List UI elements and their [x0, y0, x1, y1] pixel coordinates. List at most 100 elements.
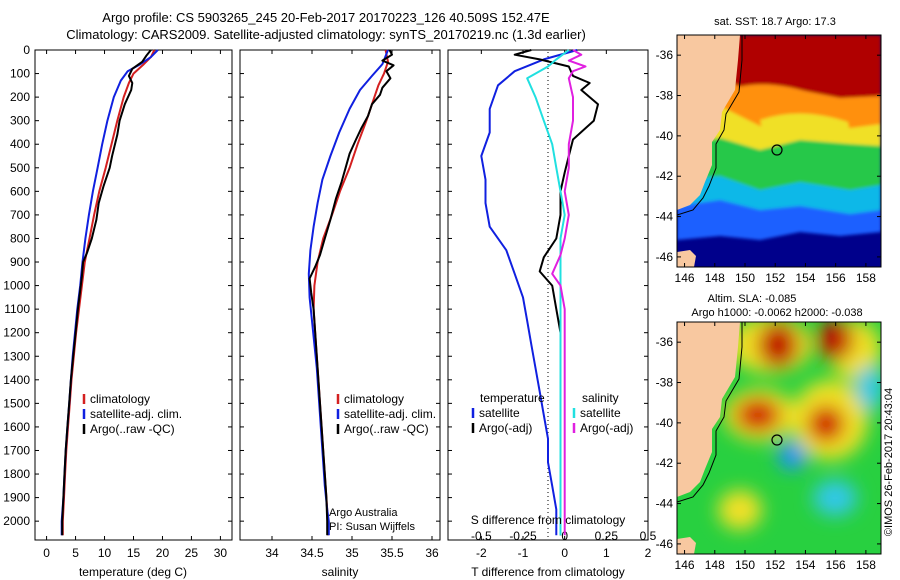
sst-lon-axis: 146 148 150 152 154 156 158 [675, 35, 876, 285]
x-tick-label: 5 [72, 546, 79, 560]
x-tick-label: 1 [603, 546, 610, 560]
x-tick-label: 15 [127, 546, 141, 560]
series-line-0 [61, 49, 156, 536]
y-tick-label: 900 [10, 255, 30, 269]
legend-temperature-title: temperature [480, 391, 545, 405]
difference-x-axis: -2 -1 0 1 2 [476, 50, 652, 560]
y-tick-label: 1700 [3, 443, 30, 457]
imos-credit: ©IMOS 26-Feb-2017 20:43:04 [883, 388, 895, 536]
sst-title: sat. SST: 18.7 Argo: 17.3 [714, 16, 836, 28]
lon-tick-label: 154 [795, 558, 815, 572]
sst-band-green [677, 132, 881, 190]
x-tick-label: 34 [265, 546, 279, 560]
temperature-lines [60, 49, 159, 536]
y-tick-label: 1200 [3, 326, 30, 340]
sla-high-2 [817, 322, 853, 360]
s-diff-label: S difference from climatology [471, 513, 626, 527]
lat-tick-label: -40 [656, 129, 674, 143]
depth-axis: 0 100 200 300 400 500 600 700 800 900 1000 1100 1200… [3, 43, 232, 528]
y-tick-label: 1100 [4, 302, 30, 316]
temperature-xlabel: temperature (deg C) [79, 565, 187, 579]
lat-tick-label: -38 [656, 89, 674, 103]
y-tick-label: 200 [10, 90, 30, 104]
salinity-panel: 34 34.5 35 35.5 36 climatologysatellite-adj.… [239, 49, 441, 579]
sst-warm-eddy [735, 84, 838, 124]
legend-label: Argo(..raw -QC) [90, 422, 175, 436]
sst-shelf [677, 35, 743, 216]
sla-low-1 [778, 442, 806, 470]
x-tick-label: 2 [645, 546, 652, 560]
difference-lines [480, 49, 599, 536]
temperature-x-axis: 0 5 10 15 20 25 30 [43, 50, 227, 560]
pi-label: PI: Susan Wijffels [329, 521, 415, 533]
legend-label: Argo(-adj) [580, 421, 633, 435]
y-tick-label: 1300 [3, 349, 30, 363]
series-line-1 [60, 49, 159, 536]
sla-land [677, 322, 740, 497]
lon-tick-label: 158 [856, 271, 876, 285]
salinity-diff-axis: -0.5 -0.25 0 0.25 0.5 [471, 529, 657, 543]
sst-tasmania [677, 250, 696, 267]
x-tick-label: 30 [214, 546, 228, 560]
sla-lon-axis: 146 148 150 152 154 156 158 [675, 322, 876, 572]
temperature-panel: 0100200300400500600700800900100011001200… [3, 43, 233, 579]
y-tick-label: 2000 [3, 514, 30, 528]
sla-field [677, 322, 881, 554]
lat-tick-label: -36 [656, 335, 674, 349]
lon-tick-label: 146 [675, 558, 695, 572]
x-tick-label: 34.5 [300, 546, 324, 560]
sst-yellow-front [760, 113, 850, 140]
y-tick-label: 700 [10, 208, 30, 222]
sla-high-3 [736, 399, 780, 431]
sla-low-3 [813, 480, 857, 516]
lat-tick-label: -42 [656, 169, 674, 183]
sst-map-frame [676, 34, 882, 268]
sla-subtitle: Argo h1000: -0.0062 h2000: -0.038 [691, 307, 862, 319]
sla-high-1 [758, 323, 798, 367]
lon-tick-label: 154 [795, 271, 815, 285]
sla-argo-marker [771, 434, 783, 446]
lat-tick-label: -36 [656, 48, 674, 62]
legend-label: Argo(..raw -QC) [344, 422, 429, 436]
series-line-3 [551, 49, 587, 536]
y-tick-label: 1800 [3, 467, 30, 481]
lat-tick-label: -40 [656, 416, 674, 430]
legend-label: climatology [90, 392, 150, 406]
difference-panel: -2 -1 0 1 2 -0.5 -0.25 0 0.25 0.5 temperature sal… [447, 49, 657, 579]
x-tick-label: 35.5 [380, 546, 404, 560]
x-tick-label: 25 [185, 546, 199, 560]
y-tick-label: 100 [10, 67, 30, 81]
legend-label: satellite [479, 406, 520, 420]
lon-tick-label: 152 [765, 558, 785, 572]
s-tick-label: -0.5 [471, 529, 492, 543]
argo-australia-label: Argo Australia [329, 507, 398, 519]
sla-yellow-5 [718, 490, 762, 530]
sla-map-frame [676, 321, 882, 555]
difference-legend: temperature salinitysatelliteArgo(-adj)sa… [471, 391, 633, 435]
y-tick-label: 1500 [3, 396, 30, 410]
y-tick-label: 0 [23, 43, 30, 57]
sla-map: Altim. SLA: -0.085 Argo h1000: -0.0062 h… [656, 293, 882, 572]
legend-label: satellite-adj. clim. [344, 407, 436, 421]
sst-land [677, 35, 740, 210]
sla-title: Altim. SLA: -0.085 [708, 293, 797, 305]
legend-label: satellite-adj. clim. [90, 407, 182, 421]
lon-tick-label: 152 [765, 271, 785, 285]
s-tick-label: 0 [561, 529, 568, 543]
lon-tick-label: 156 [826, 558, 846, 572]
sst-map: sat. SST: 18.7 Argo: 17.3 146 148 150 152 15… [656, 16, 882, 285]
header-line2: Climatology: CARS2009. Satellite-adjuste… [66, 27, 586, 42]
sst-band-cyan [677, 172, 881, 214]
lat-tick-label: -42 [656, 456, 674, 470]
sla-high-4 [808, 406, 844, 442]
lat-tick-label: -46 [656, 250, 674, 264]
y-tick-label: 300 [10, 114, 30, 128]
y-tick-label: 1900 [3, 491, 30, 505]
lon-tick-label: 148 [705, 558, 725, 572]
y-tick-label: 600 [10, 184, 30, 198]
series-line-2 [308, 49, 395, 536]
y-tick-label: 1600 [3, 420, 30, 434]
salinity-xlabel: salinity [322, 565, 359, 579]
